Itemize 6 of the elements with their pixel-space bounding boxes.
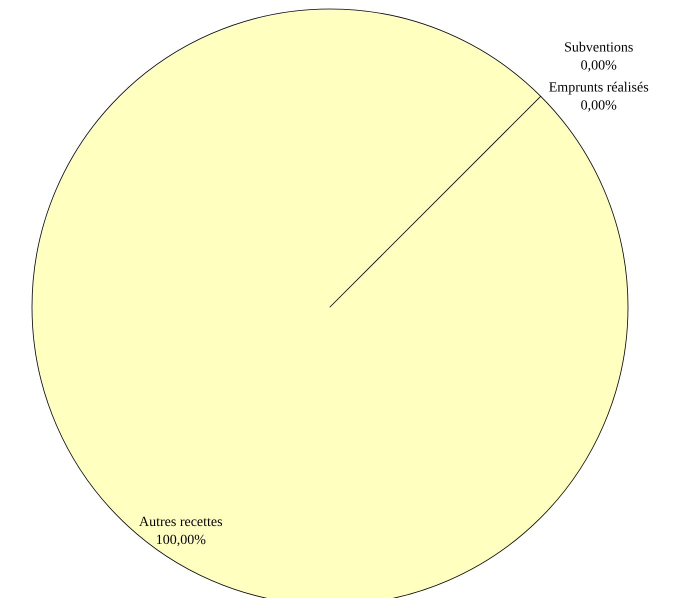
data-label: 100,00% — [156, 533, 206, 548]
text: 0,00% — [580, 58, 617, 74]
text: 0,00% — [580, 98, 617, 114]
category-label: Subventions — [564, 40, 634, 56]
slice-label: Autres recettes — [139, 515, 223, 530]
category-label: Emprunts réalisés — [548, 80, 649, 96]
